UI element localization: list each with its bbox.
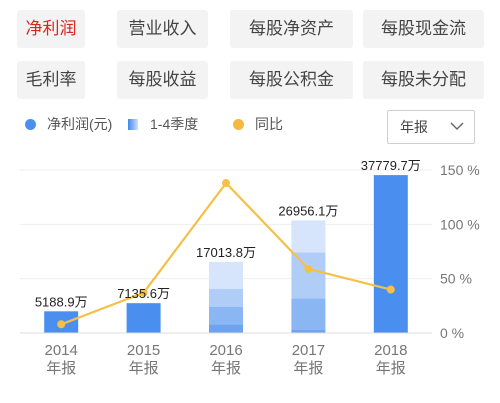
right-axis-tick-label: 150 %: [440, 162, 480, 178]
bar-1: [126, 303, 161, 333]
yoy-point-2: [222, 179, 230, 188]
tab-0[interactable]: 净利润: [17, 10, 85, 48]
bar-3-quarter-1: [291, 329, 326, 333]
tab-2[interactable]: 每股净资产: [230, 10, 353, 48]
right-axis-tick-label: 50 %: [440, 271, 472, 287]
data-label-3: 26956.1万: [278, 203, 338, 218]
period-select-value: 年报: [400, 119, 428, 135]
legend-marker-2: [233, 119, 244, 130]
chart-legend: 净利润(元) 1-4季度 同比: [0, 112, 380, 136]
period-select[interactable]: 年报: [387, 110, 475, 144]
bar-2-quarter-3: [209, 288, 243, 307]
x-tick-label-1: 2015: [127, 342, 160, 359]
x-tick-label-2: 2016: [209, 342, 242, 359]
right-axis-tick-label: 0 %: [440, 325, 464, 341]
bar-2-quarter-1: [209, 324, 243, 333]
data-label-1: 7135.6万: [117, 286, 170, 301]
yoy-point-4: [386, 285, 395, 294]
tab-6[interactable]: 每股公积金: [230, 61, 353, 99]
yoy-point-1: [139, 288, 148, 297]
legend-marker-1: [128, 119, 138, 130]
x-tick-label-0: 2014: [45, 342, 78, 359]
legend-marker-0: [25, 119, 36, 130]
x-tick-label-2: 年报: [211, 360, 241, 377]
profit-chart: 0 % 50 % 100 % 150 % 5188.9万 7135.6万 17013.8万 2…: [20, 158, 480, 377]
legend-label-0: 净利润(元): [47, 116, 113, 132]
tab-7[interactable]: 每股未分配: [363, 61, 484, 99]
legend-label-2: 同比: [255, 116, 283, 132]
x-tick-label-4: 年报: [376, 360, 406, 377]
bar-4: [373, 175, 408, 333]
tab-3[interactable]: 每股现金流: [363, 10, 484, 48]
bar-2-quarter-4: [209, 261, 243, 289]
bar-3-quarter-2: [291, 298, 326, 330]
x-tick-label-3: 2017: [292, 342, 325, 359]
right-axis-tick-label: 100 %: [440, 216, 480, 232]
x-tick-label-3: 年报: [293, 360, 323, 377]
tab-1[interactable]: 营业收入: [117, 10, 208, 48]
data-label-4: 37779.7万: [361, 158, 421, 173]
tab-4[interactable]: 毛利率: [17, 61, 85, 99]
bar-2-quarter-2: [209, 306, 243, 325]
yoy-point-0: [57, 320, 66, 329]
tab-5[interactable]: 每股收益: [117, 61, 208, 99]
bar-3-quarter-4: [291, 220, 326, 253]
data-label-0: 5188.9万: [35, 294, 88, 309]
chevron-down-icon: [450, 122, 464, 130]
data-label-2: 17013.8万: [196, 245, 256, 260]
yoy-point-3: [304, 264, 313, 273]
x-tick-label-4: 2018: [374, 342, 407, 359]
bar-3-quarter-3: [291, 252, 326, 299]
x-tick-label-1: 年报: [129, 360, 159, 377]
x-tick-label-0: 年报: [46, 360, 76, 377]
legend-label-1: 1-4季度: [150, 116, 199, 132]
